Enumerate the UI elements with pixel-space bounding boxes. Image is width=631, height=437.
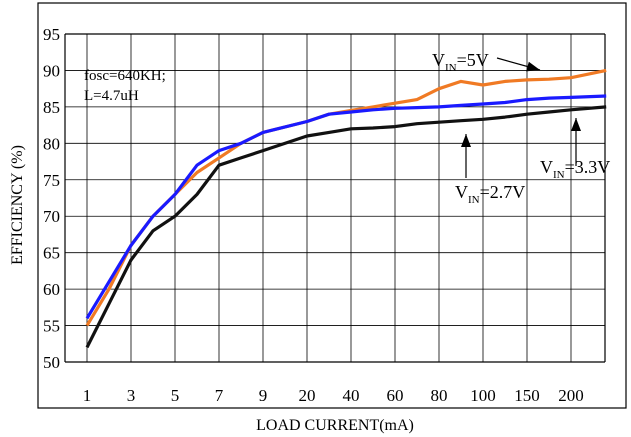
x-tick-3: 3 bbox=[127, 386, 136, 405]
curve-label-2: VIN=2.7V bbox=[455, 182, 525, 206]
x-tick-1: 1 bbox=[83, 386, 92, 405]
y-tick-95: 95 bbox=[43, 25, 60, 44]
x-tick-20: 20 bbox=[299, 386, 316, 405]
curve-arrow-head-0 bbox=[526, 61, 540, 72]
curve-vin-2p7v bbox=[85, 105, 607, 349]
x-tick-labels: 1 3 5 7 9 20 40 60 80 100 150 200 bbox=[83, 386, 584, 405]
y-tick-90: 90 bbox=[43, 61, 60, 80]
y-axis-label: EFFICIENCY (%) bbox=[9, 145, 26, 265]
annotation-line-2: L=4.7uH bbox=[84, 88, 139, 104]
x-tick-200: 200 bbox=[558, 386, 584, 405]
curve-vin-3p3v bbox=[85, 94, 607, 320]
y-tick-55: 55 bbox=[43, 317, 60, 336]
x-tick-150: 150 bbox=[514, 386, 540, 405]
x-tick-100: 100 bbox=[470, 386, 496, 405]
x-tick-7: 7 bbox=[215, 386, 224, 405]
y-tick-50: 50 bbox=[43, 353, 60, 372]
annotation-line-1: fosc=640KH; bbox=[84, 68, 166, 84]
curve-vin-5v bbox=[85, 68, 607, 327]
x-tick-9: 9 bbox=[259, 386, 268, 405]
y-tick-65: 65 bbox=[43, 244, 60, 263]
x-tick-80: 80 bbox=[431, 386, 448, 405]
curve-label-1: VIN=3.3V bbox=[540, 157, 610, 181]
x-tick-60: 60 bbox=[387, 386, 404, 405]
x-axis-label: LOAD CURRENT(mA) bbox=[256, 417, 414, 434]
y-tick-labels: 50 55 60 65 70 75 80 85 90 95 bbox=[43, 25, 60, 372]
x-tick-5: 5 bbox=[171, 386, 180, 405]
curve-arrow-head-1 bbox=[571, 118, 581, 131]
y-tick-75: 75 bbox=[43, 171, 60, 190]
y-tick-80: 80 bbox=[43, 134, 60, 153]
plot-frame-outer bbox=[37, 2, 627, 409]
curve-labels: VIN=5V VIN=3.3V VIN=2.7V bbox=[432, 50, 610, 206]
x-tick-40: 40 bbox=[343, 386, 360, 405]
grid-lines bbox=[64, 33, 606, 363]
y-tick-60: 60 bbox=[43, 280, 60, 299]
y-tick-85: 85 bbox=[43, 98, 60, 117]
curve-label-0: VIN=5V bbox=[432, 50, 489, 74]
curve-arrow-head-2 bbox=[461, 134, 471, 147]
curves bbox=[85, 68, 607, 349]
y-tick-70: 70 bbox=[43, 207, 60, 226]
